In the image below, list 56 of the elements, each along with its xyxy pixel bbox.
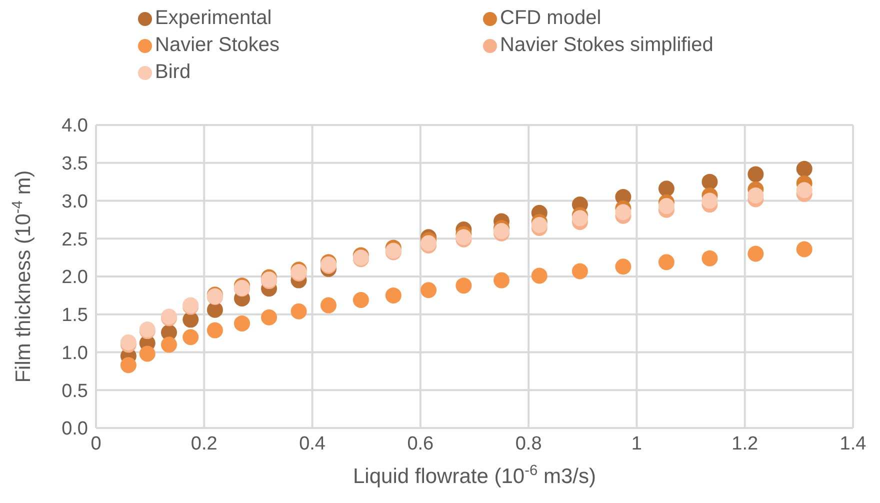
point [658,254,674,270]
legend-label: Bird [155,60,191,85]
point [420,282,437,298]
point [385,287,402,304]
x-tick-label: 0.8 [515,433,542,454]
y-tick-label: 3.0 [62,191,88,212]
y-tick-label: 1.5 [62,305,88,326]
y-tick-label: 2.5 [62,229,88,250]
x-axis-title: Liquid flowrate (10$^{-6}$ m3/s) [352,463,596,488]
point [531,268,548,284]
point [796,182,812,198]
point [290,303,307,320]
point [796,160,812,177]
point [182,329,199,346]
point [120,357,136,374]
legend-label: Experimental [155,6,272,31]
point [352,292,369,308]
point [615,204,632,220]
point [796,241,812,258]
y-tick-label: 2.0 [62,267,88,288]
x-tick-label: 0.4 [299,433,326,454]
y-tick-label: 3.5 [62,154,88,175]
point [261,309,278,326]
y-tick-label: 4.0 [62,116,88,137]
point [456,278,472,294]
y-tick-label: 1.0 [62,342,88,364]
point [748,166,764,182]
point [234,315,250,332]
point [320,297,337,314]
point [572,263,588,280]
point [160,336,177,353]
point [206,302,223,318]
point [658,198,674,214]
point [494,272,510,288]
point [206,322,223,338]
x-tick-label: 1.2 [732,433,758,454]
x-tick-label: 0 [90,433,102,454]
x-tick-label: 0.6 [407,433,434,454]
y-tick-label: 0.0 [62,418,88,440]
point [615,258,632,275]
point [748,246,764,262]
point [702,250,718,266]
point [139,346,156,362]
legend-label: CFD model [500,6,602,31]
legend-label: Navier Stokes [155,33,280,58]
x-tick-label: 1 [631,433,642,454]
x-tick-label: 0.2 [190,433,218,454]
legend-label: Navier Stokes simplified [500,33,714,58]
y-tick-label: 0.5 [62,380,88,402]
point [658,180,674,197]
point [531,216,548,233]
point [702,174,718,190]
point [748,187,764,204]
x-tick-label: 1.4 [840,433,867,454]
point [702,192,718,209]
point [572,210,588,226]
